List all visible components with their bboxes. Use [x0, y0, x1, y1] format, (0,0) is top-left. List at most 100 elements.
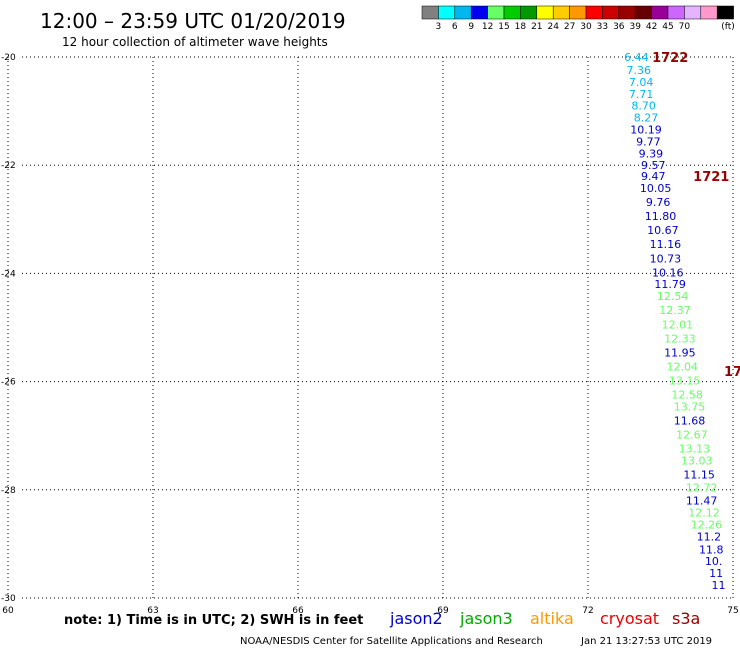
y-tick-label: -30 — [1, 594, 16, 604]
data-points: 6.447.367.047.718.708.2710.199.779.399.5… — [624, 51, 725, 592]
data-point: 12.37 — [659, 304, 691, 317]
time-label: 17 — [724, 365, 740, 380]
colorbar-swatch — [470, 5, 488, 20]
colorbar-swatch — [700, 5, 718, 20]
colorbar-label: 70 — [679, 22, 691, 32]
footer-note: note: 1) Time is in UTC; 2) SWH is in fe… — [64, 613, 363, 628]
colorbar-swatch — [585, 5, 603, 20]
data-point: 12.58 — [671, 389, 703, 402]
data-point: 11.2 — [697, 530, 722, 543]
legend-item: altika — [530, 609, 574, 628]
data-point: 9.77 — [636, 135, 661, 148]
colorbar-swatch — [520, 5, 538, 20]
colorbar-swatch — [684, 5, 702, 20]
colorbar-label: 33 — [597, 22, 608, 32]
colorbar-label: 39 — [629, 22, 641, 32]
chart-title: 12:00 – 23:59 UTC 01/20/2019 — [40, 9, 346, 33]
time-label: 1722 — [652, 51, 688, 66]
legend-item: cryosat — [600, 609, 659, 628]
colorbar-swatch — [634, 5, 652, 20]
y-tick-label: -24 — [1, 269, 16, 279]
colorbar: 3 6 9 12 15 18 21 24 27 30 33 36 39 42 45 70 (ft) — [421, 5, 735, 32]
colorbar-label: 30 — [580, 22, 592, 32]
data-point: 6.44 — [624, 51, 649, 64]
y-tick-label: -28 — [1, 486, 16, 496]
data-point: 11.15 — [683, 469, 715, 482]
data-point: 13.75 — [674, 400, 706, 413]
data-point: 12.54 — [657, 290, 689, 303]
data-point: 11.8 — [699, 543, 724, 556]
data-point: 11.95 — [664, 346, 696, 359]
data-point: 7.36 — [627, 64, 652, 77]
data-point: 9.57 — [641, 159, 666, 172]
time-label: 1721 — [693, 170, 729, 185]
legend-item: jason3 — [459, 609, 513, 628]
colorbar-label: 12 — [482, 22, 493, 32]
x-tick-label: 66 — [292, 606, 304, 616]
data-point: 9.47 — [641, 170, 666, 183]
data-point: 12.33 — [664, 332, 696, 345]
data-point: 12.26 — [691, 518, 723, 531]
footer-credit: NOAA/NESDIS Center for Satellite Applica… — [240, 636, 543, 647]
data-point: 10.05 — [640, 182, 672, 195]
colorbar-label: 42 — [646, 22, 657, 32]
data-point: 11 — [712, 579, 726, 592]
footer: note: 1) Time is in UTC; 2) SWH is in fe… — [64, 609, 712, 647]
colorbar-swatch — [536, 5, 554, 20]
data-point: 10.19 — [630, 123, 662, 136]
data-point: 8.70 — [631, 100, 656, 113]
legend-item: s3a — [672, 609, 700, 628]
colorbar-swatch — [602, 5, 620, 20]
colorbar-label: 27 — [564, 22, 575, 32]
data-point: 11.68 — [674, 415, 706, 428]
satellite-legend: jason2 jason3 altika cryosat s3a — [389, 609, 700, 628]
colorbar-swatch — [667, 5, 685, 20]
x-tick-label: 60 — [2, 606, 14, 616]
legend-item: jason2 — [389, 609, 443, 628]
colorbar-swatch — [487, 5, 505, 20]
data-point: 12.72 — [686, 482, 718, 495]
chart-subtitle: 12 hour collection of altimeter wave hei… — [62, 35, 328, 49]
data-point: 11.80 — [645, 210, 677, 223]
data-point: 13.03 — [681, 455, 713, 468]
colorbar-label: 21 — [531, 22, 542, 32]
x-tick-label: 75 — [727, 606, 738, 616]
data-point: 12.12 — [688, 507, 720, 520]
y-tick-label: -22 — [1, 161, 16, 171]
x-tick-label: 72 — [582, 606, 593, 616]
data-point: 13.15 — [669, 375, 701, 388]
y-tick-label: -20 — [1, 53, 16, 63]
data-point: 7.04 — [629, 76, 654, 89]
colorbar-swatch — [421, 5, 439, 20]
footer-timestamp: Jan 21 13:27:53 UTC 2019 — [580, 636, 712, 647]
colorbar-swatch — [552, 5, 570, 20]
x-tick-label: 63 — [147, 606, 158, 616]
colorbar-label: 24 — [547, 22, 559, 32]
data-point: 9.76 — [646, 196, 671, 209]
colorbar-label: 15 — [498, 22, 509, 32]
colorbar-label: 36 — [613, 22, 625, 32]
data-point: 10. — [705, 555, 723, 568]
colorbar-swatch — [618, 5, 636, 20]
data-point: 13.13 — [679, 443, 711, 456]
data-point: 11.47 — [686, 495, 718, 508]
data-point: 10.16 — [652, 266, 684, 279]
data-point: 12.67 — [676, 429, 708, 442]
data-point: 9.39 — [639, 147, 664, 160]
colorbar-swatch — [651, 5, 669, 20]
y-tick-label: -26 — [1, 378, 16, 388]
colorbar-swatch — [716, 5, 734, 20]
plot-grid: 60 63 66 69 72 75 -20 -22 -24 -26 -28 -30 — [1, 53, 739, 616]
colorbar-label: 3 — [436, 22, 442, 32]
colorbar-swatch — [569, 5, 587, 20]
data-point: 8.27 — [634, 112, 659, 125]
colorbar-label: 18 — [515, 22, 527, 32]
data-point: 11.79 — [654, 278, 686, 291]
data-point: 10.73 — [650, 252, 682, 265]
data-point: 11.16 — [650, 238, 682, 251]
data-point: 7.71 — [629, 88, 654, 101]
data-point: 12.04 — [667, 360, 699, 373]
colorbar-swatch — [454, 5, 472, 20]
colorbar-swatch — [503, 5, 521, 20]
